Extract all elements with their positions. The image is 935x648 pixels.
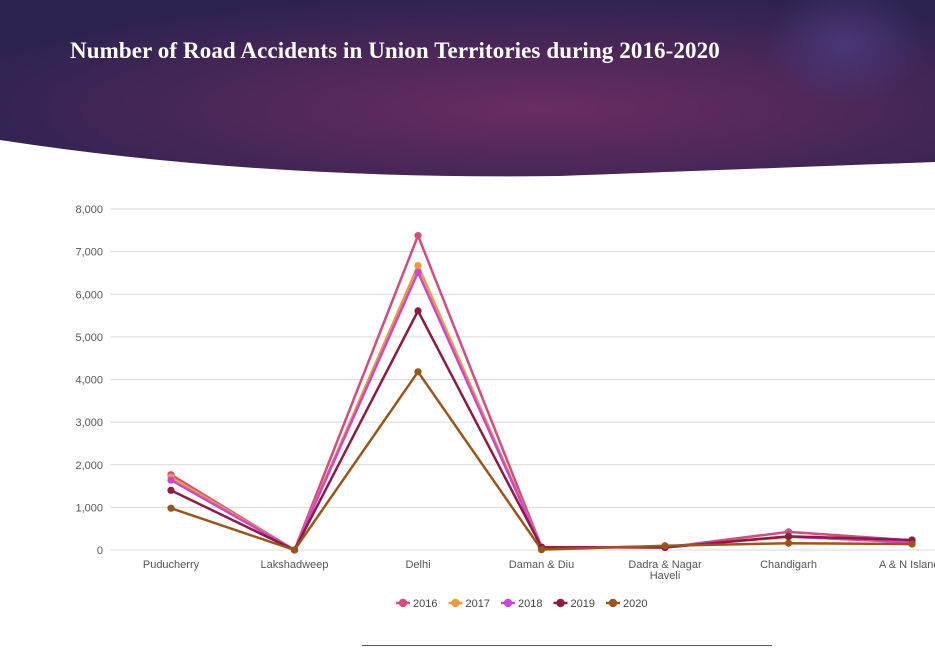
x-tick-label: Puducherry [143, 559, 200, 571]
legend-swatch-marker [451, 598, 460, 608]
data-point-2020[interactable] [784, 539, 793, 547]
legend-label[interactable]: 2020 [623, 598, 647, 610]
data-point-2018[interactable] [167, 476, 175, 484]
y-tick-label: 2,000 [75, 460, 103, 472]
legend-label[interactable]: 2016 [413, 598, 437, 610]
x-tick-label: Lakshadweep [261, 559, 329, 571]
y-tick-label: 1,000 [75, 502, 103, 514]
legend-label[interactable]: 2017 [466, 598, 490, 610]
series-line-2016 [170, 234, 913, 552]
series-points [167, 232, 916, 554]
data-point-2020[interactable] [908, 540, 916, 548]
banner-glow [765, 0, 925, 105]
legend-swatch-marker [398, 598, 408, 608]
footer-divider [362, 645, 772, 646]
data-point-2019[interactable] [414, 307, 422, 315]
legend-swatch-marker [556, 598, 565, 608]
banner-background [0, 0, 935, 177]
title-banner [0, 0, 935, 177]
series-lines [170, 234, 913, 552]
y-tick-label: 3,000 [75, 417, 103, 429]
y-axis-ticks: 0 1,000 2,000 3,000 4,000 5,000 6,000 7,000 8,00… [75, 204, 103, 557]
x-tick-label: A & N Islands [879, 559, 935, 571]
series-line-2019 [170, 309, 913, 552]
data-point-2016[interactable] [414, 232, 422, 240]
series-line-2018 [170, 271, 913, 552]
x-tick-label: Daman & Diu [509, 559, 574, 571]
gridlines [110, 208, 935, 551]
line-chart: 0 1,000 2,000 3,000 4,000 5,000 6,000 7,000 8,00… [75, 204, 935, 610]
x-axis-ticks: Puducherry Lakshadweep Delhi Daman & Diu Dad… [143, 559, 935, 582]
data-point-2019[interactable] [167, 486, 175, 494]
x-tick-label: Delhi [405, 559, 430, 571]
y-tick-label: 6,000 [75, 289, 103, 301]
legend-label[interactable]: 2018 [518, 598, 542, 610]
data-point-2020[interactable] [290, 546, 299, 554]
legend-swatch-marker [503, 598, 513, 608]
data-point-2018[interactable] [414, 268, 422, 276]
y-tick-label: 0 [97, 545, 103, 557]
data-point-2019[interactable] [784, 532, 793, 540]
legend-swatch-marker [608, 598, 618, 608]
data-point-2020[interactable] [167, 504, 175, 512]
legend-label[interactable]: 2019 [571, 598, 595, 610]
y-tick-label: 8,000 [75, 204, 103, 216]
x-tick-label: Dadra & Nagar [628, 559, 702, 571]
legend: 2016 2017 2018 2019 2020 [396, 598, 647, 610]
x-tick-label: Haveli [650, 570, 681, 582]
data-point-2020[interactable] [414, 368, 422, 376]
y-tick-label: 4,000 [75, 375, 103, 387]
series-line-2020 [170, 370, 913, 552]
y-tick-label: 5,000 [75, 332, 103, 344]
x-tick-label: Chandigarh [760, 559, 817, 571]
y-tick-label: 7,000 [75, 247, 103, 259]
data-point-2017[interactable] [414, 261, 422, 270]
data-point-2020[interactable] [661, 542, 669, 550]
chart-title: Number of Road Accidents in Union Territ… [70, 38, 720, 63]
data-point-2020[interactable] [537, 546, 546, 554]
